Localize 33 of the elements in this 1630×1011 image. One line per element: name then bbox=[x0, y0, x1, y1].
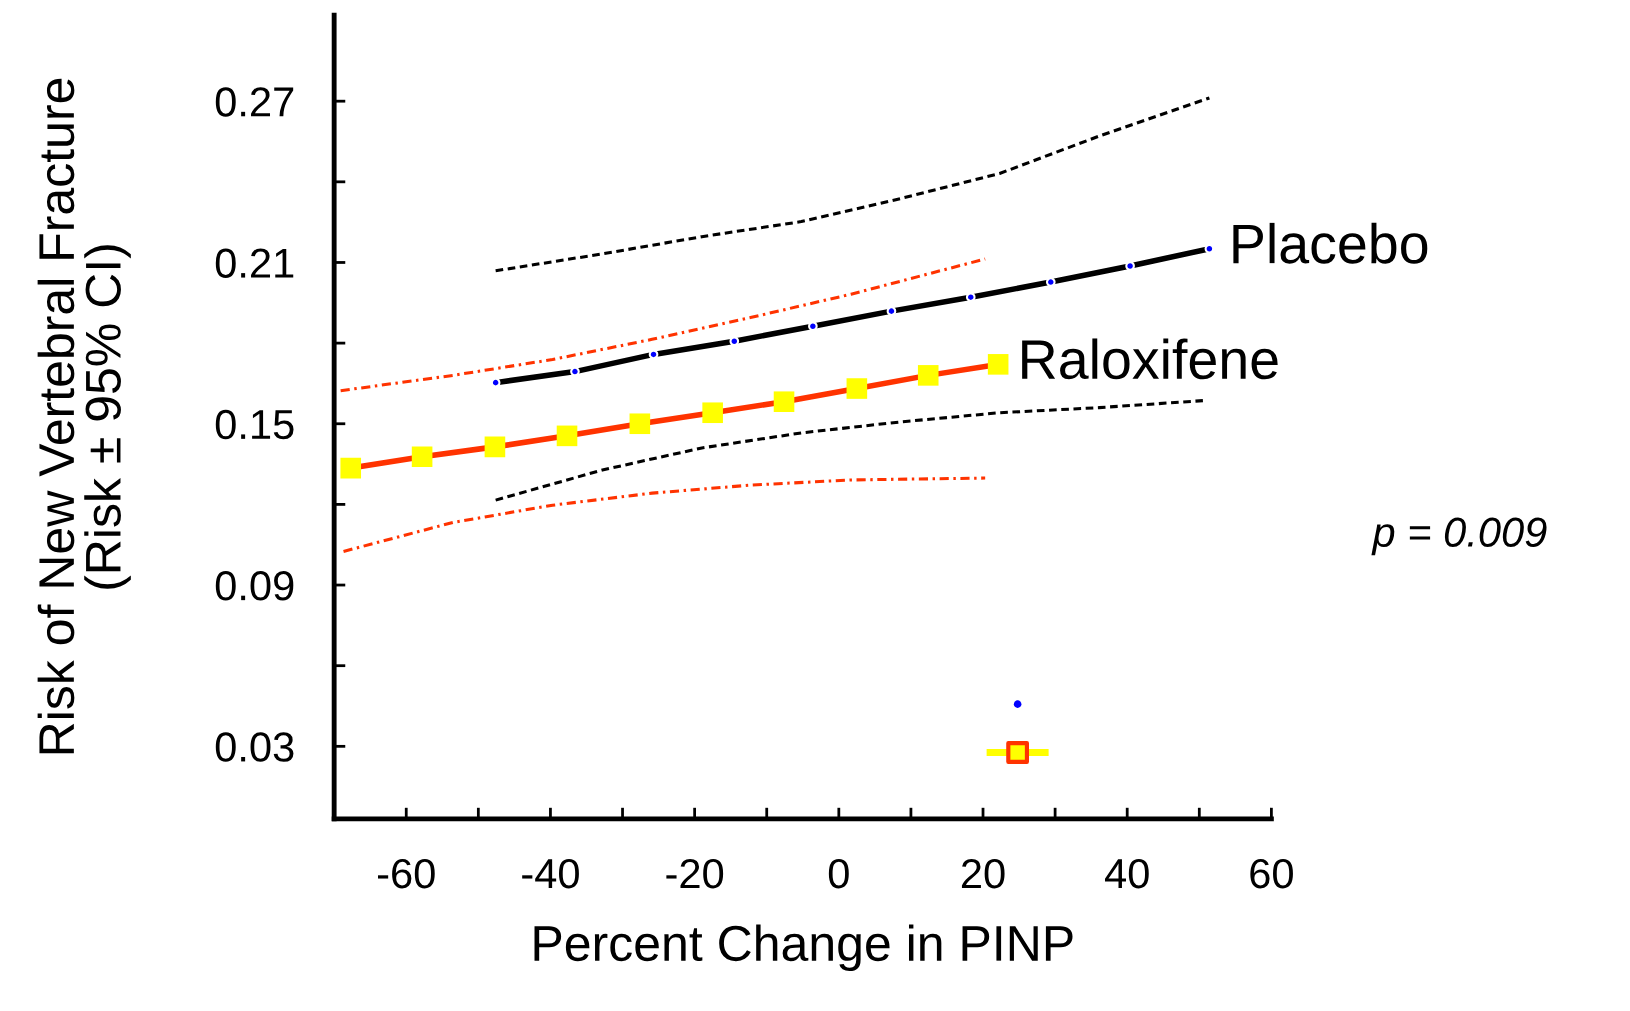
text: p = 0.009 bbox=[1371, 517, 1547, 556]
x-axis-title: Percent Change in PINP bbox=[534, 924, 1073, 972]
series-label: Raloxifene bbox=[1022, 338, 1278, 380]
line-series bbox=[494, 399, 1205, 502]
series-label: Placebo bbox=[1233, 222, 1428, 264]
point bbox=[411, 446, 433, 468]
y-tick-label: 0.21 bbox=[215, 248, 294, 278]
x-tick-label: -60 bbox=[377, 858, 435, 889]
point bbox=[484, 436, 506, 458]
point bbox=[987, 354, 1009, 375]
line-series bbox=[494, 96, 1211, 273]
y-tick-label: 0.03 bbox=[215, 732, 294, 762]
point bbox=[846, 378, 868, 399]
y-tick-label: 0.09 bbox=[215, 571, 294, 601]
point bbox=[1013, 700, 1022, 708]
point bbox=[917, 365, 939, 386]
line-series bbox=[341, 476, 987, 553]
x-tick-label: 40 bbox=[1104, 858, 1149, 889]
x-tick-label: -40 bbox=[522, 858, 579, 889]
x-tick-label: 0 bbox=[828, 858, 849, 889]
point bbox=[340, 457, 362, 479]
point bbox=[702, 402, 723, 424]
y-tick-label: 0.27 bbox=[215, 87, 294, 117]
point bbox=[629, 413, 651, 435]
y-tick-label: 0.15 bbox=[215, 409, 294, 440]
point bbox=[1006, 741, 1030, 764]
line-series bbox=[339, 257, 987, 393]
x-tick-label: 20 bbox=[961, 858, 1005, 889]
x-tick-label: 60 bbox=[1250, 858, 1293, 889]
point bbox=[556, 425, 578, 447]
point bbox=[773, 391, 795, 413]
y-axis-title: Risk of New Vertebral Fracture (Risk ± 95% CI) bbox=[37, 78, 131, 754]
x-tick-label: -20 bbox=[666, 858, 724, 889]
